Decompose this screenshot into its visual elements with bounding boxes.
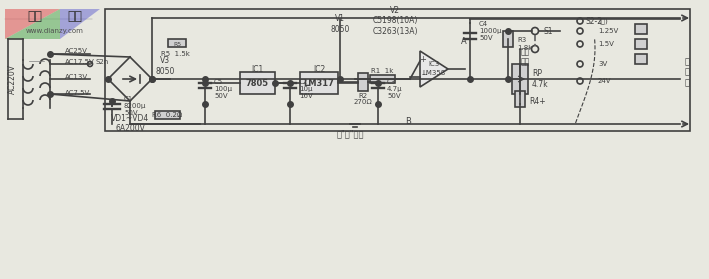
Text: R5: R5 — [173, 42, 181, 47]
Polygon shape — [60, 9, 100, 39]
Text: C1
8200μ
50V: C1 8200μ 50V — [124, 96, 146, 116]
Text: S2n: S2n — [95, 59, 108, 65]
Text: S2-2: S2-2 — [585, 16, 602, 25]
Text: +: + — [420, 54, 426, 64]
Bar — [168, 39, 186, 47]
Text: R4+: R4+ — [529, 97, 546, 105]
Bar — [240, 72, 275, 94]
Text: 3V: 3V — [598, 61, 607, 67]
Text: IC1: IC1 — [251, 64, 263, 73]
Bar — [635, 54, 647, 64]
Text: IC2: IC2 — [313, 64, 325, 73]
Text: C2
10μ
16V: C2 10μ 16V — [299, 79, 313, 99]
Text: RP
4.7k: RP 4.7k — [532, 69, 549, 89]
Text: 1.5V: 1.5V — [598, 41, 614, 47]
Text: A: A — [462, 37, 467, 47]
Bar — [503, 31, 513, 47]
Text: C4
1000μ
50V: C4 1000μ 50V — [479, 21, 501, 41]
Text: 7805: 7805 — [245, 78, 269, 88]
Bar — [515, 91, 525, 107]
Text: VD1~VD4
6A200V: VD1~VD4 6A200V — [111, 114, 149, 133]
Text: R2
270Ω: R2 270Ω — [354, 93, 372, 105]
Bar — [512, 64, 528, 94]
Bar — [370, 75, 395, 83]
Polygon shape — [420, 51, 448, 87]
Text: www.dianzy.com: www.dianzy.com — [26, 28, 84, 34]
Text: 两"地"分开: 两"地"分开 — [336, 129, 364, 138]
Bar — [358, 73, 368, 91]
Bar — [300, 72, 338, 94]
Polygon shape — [5, 9, 60, 39]
Text: B: B — [405, 117, 411, 126]
Text: R3
1.8k: R3 1.8k — [517, 37, 532, 50]
Text: S1: S1 — [543, 27, 552, 35]
Text: 无级
调压: 无级 调压 — [520, 47, 530, 67]
Text: V3
8050: V3 8050 — [155, 56, 174, 76]
Text: AC220V: AC220V — [8, 64, 17, 94]
Text: R1  1k: R1 1k — [371, 68, 393, 74]
Text: C3
4.7μ
50V: C3 4.7μ 50V — [387, 79, 403, 99]
Text: V2
C5198(10A)
C3263(13A): V2 C5198(10A) C3263(13A) — [372, 6, 418, 36]
Text: -: - — [421, 71, 425, 80]
Text: 24V: 24V — [598, 78, 611, 84]
Text: V1
8050: V1 8050 — [330, 14, 350, 34]
Polygon shape — [5, 9, 60, 39]
Text: AC25V: AC25V — [65, 48, 88, 54]
Text: 电子: 电子 — [28, 11, 43, 23]
Bar — [155, 111, 180, 119]
Text: 负
载
端: 负 载 端 — [685, 57, 690, 87]
Bar — [635, 39, 647, 49]
Text: 1.25V: 1.25V — [598, 28, 618, 34]
Text: C5
100μ
50V: C5 100μ 50V — [214, 79, 232, 99]
Text: IC3: IC3 — [428, 61, 440, 67]
Text: (空): (空) — [598, 18, 608, 24]
Text: AC17.5V: AC17.5V — [65, 59, 95, 65]
Text: 天地: 天地 — [67, 11, 82, 23]
Text: R5  1.5k: R5 1.5k — [160, 51, 189, 57]
Text: AC7.5V: AC7.5V — [65, 90, 90, 96]
Text: AC13V: AC13V — [65, 74, 88, 80]
Bar — [635, 24, 647, 34]
Text: LM358: LM358 — [423, 70, 446, 76]
Bar — [105, 9, 690, 131]
Text: LM317: LM317 — [303, 78, 335, 88]
Text: R6  0.2Ω: R6 0.2Ω — [152, 112, 182, 118]
